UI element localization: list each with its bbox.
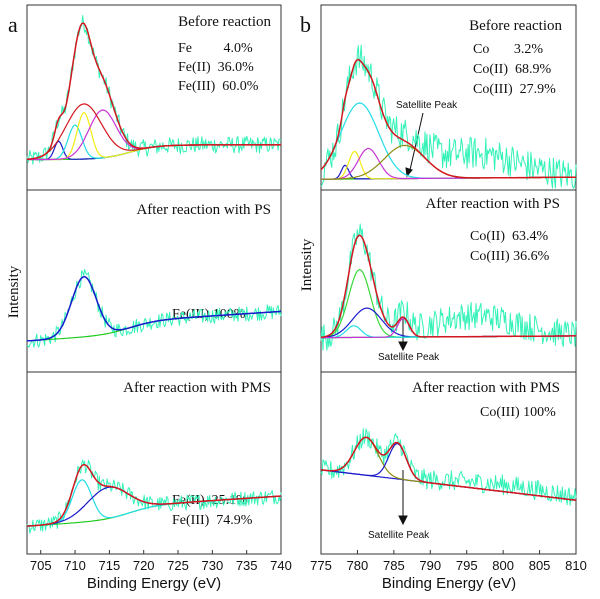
raw-spectrum-co_ps xyxy=(320,223,577,351)
satellite-arrow-co-ps xyxy=(398,318,408,352)
anno-co-pms-co3: Co(III) 100% xyxy=(480,405,556,420)
title-fe-ps: After reaction with PS xyxy=(136,202,271,218)
tick-layer: 705 710 715 720 725 730 735 740 775 780 785 790 795 8… xyxy=(30,550,587,573)
x-tick-label-co_before-3: 790 xyxy=(419,558,441,573)
panel-a-frame xyxy=(26,4,282,555)
anno-co-ps-co3: Co(III) 36.6% xyxy=(470,249,550,264)
x-tick-label-fe_before-6: 735 xyxy=(236,558,258,573)
component-co_before-2 xyxy=(320,102,576,179)
title-co-ps: After reaction with PS xyxy=(425,196,560,212)
x-tick-label-fe_before-1: 710 xyxy=(64,558,86,573)
panel-letter-b: b xyxy=(300,12,311,37)
panel-b-frame xyxy=(320,4,577,555)
satellite-arrow-co-pms xyxy=(398,470,408,526)
anno-co-before-co2: Co(II) 68.9% xyxy=(473,62,551,77)
anno-fe-before-fe2: Fe(II) 36.0% xyxy=(178,60,254,75)
anno-co-before-co: Co 3.2% xyxy=(473,42,543,57)
x-tick-label-fe_before-7: 740 xyxy=(270,558,292,573)
anno-fe-pms-fe3: Fe(III) 74.9% xyxy=(172,513,253,528)
anno-fe-before-fe: Fe 4.0% xyxy=(178,41,253,56)
y-axis-label-a: Intensity xyxy=(6,265,22,318)
curve-layer xyxy=(26,15,577,534)
envelope-fit-fe_pms xyxy=(26,463,282,527)
component-co_pms-1 xyxy=(320,443,577,501)
satellite-label-co-before: Satellite Peak xyxy=(396,100,458,111)
x-axis-label-b: Binding Energy (eV) xyxy=(382,575,516,592)
x-tick-label-fe_before-0: 705 xyxy=(30,558,52,573)
x-tick-label-co_before-0: 775 xyxy=(310,558,332,573)
anno-co-ps-co2: Co(II) 63.4% xyxy=(470,229,548,244)
x-tick-label-fe_before-3: 720 xyxy=(133,558,155,573)
title-co-pms: After reaction with PMS xyxy=(412,380,560,396)
envelope-fit-co_before xyxy=(320,58,576,179)
raw-spectrum-co_pms xyxy=(320,428,577,506)
title-fe-pms: After reaction with PMS xyxy=(123,380,271,396)
x-tick-label-co_before-2: 785 xyxy=(383,558,405,573)
envelope-fit-fe_before xyxy=(26,22,281,160)
x-tick-label-fe_before-5: 730 xyxy=(201,558,223,573)
title-co-before: Before reaction xyxy=(469,18,562,34)
panel-letter-a: a xyxy=(8,12,18,37)
satellite-arrow-co-before xyxy=(405,112,424,178)
title-fe-before: Before reaction xyxy=(178,14,271,30)
x-tick-label-co_before-4: 795 xyxy=(456,558,478,573)
x-tick-label-co_before-6: 805 xyxy=(529,558,551,573)
y-axis-label-b: Intensity xyxy=(299,238,315,291)
x-tick-label-fe_before-4: 725 xyxy=(167,558,189,573)
anno-co-before-co3: Co(III) 27.9% xyxy=(473,82,556,97)
anno-fe-before-fe3: Fe(III) 60.0% xyxy=(178,79,259,94)
satellite-label-co-ps: Satellite Peak xyxy=(378,352,440,363)
x-tick-label-fe_before-2: 715 xyxy=(99,558,121,573)
x-tick-label-co_before-5: 800 xyxy=(492,558,514,573)
envelope-fit-fe_ps xyxy=(26,275,282,342)
envelope-fit-co_ps xyxy=(320,234,576,339)
satellite-label-co-pms: Satellite Peak xyxy=(368,530,430,541)
component-fe_before-3 xyxy=(27,109,281,161)
envelope-fit-co_pms xyxy=(320,436,577,501)
component-fe_before-2 xyxy=(27,111,281,161)
x-tick-label-co_before-7: 810 xyxy=(565,558,587,573)
x-axis-label-a: Binding Energy (eV) xyxy=(87,575,221,592)
x-tick-label-co_before-1: 780 xyxy=(347,558,369,573)
